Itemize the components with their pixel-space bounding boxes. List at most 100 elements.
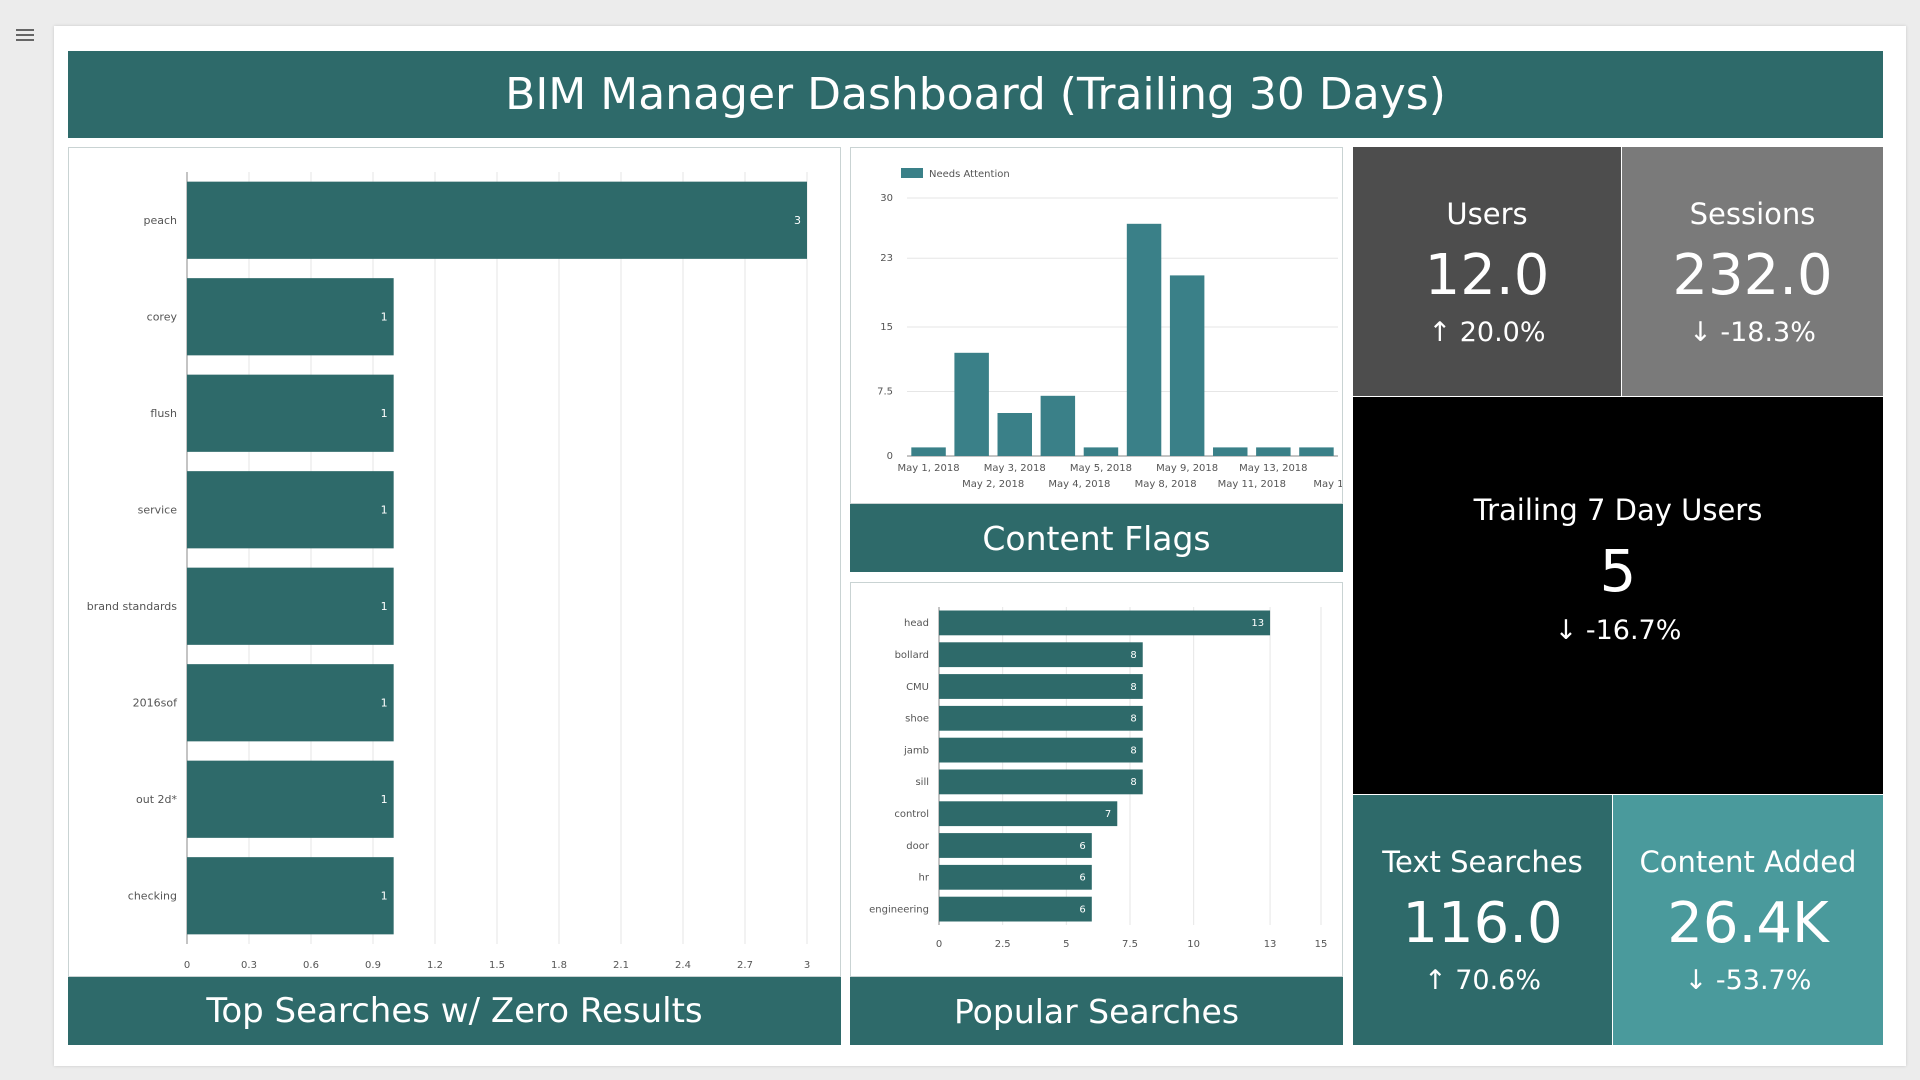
legend-label: Needs Attention bbox=[929, 169, 1010, 180]
x-tick-label: 2.7 bbox=[737, 960, 753, 971]
bar bbox=[939, 896, 1092, 922]
data-label: 1 bbox=[381, 310, 388, 323]
data-label: 1 bbox=[381, 889, 388, 902]
bar bbox=[939, 705, 1143, 731]
category-label: corey bbox=[147, 310, 178, 323]
content-flags-panel: 0 7.5 15 23 30 May 1, 2018 May 2, 2018 May 3, 2… bbox=[850, 147, 1343, 504]
sessions-label: Sessions bbox=[1689, 197, 1816, 231]
data-label: 8 bbox=[1130, 682, 1136, 693]
y-tick-label: 15 bbox=[880, 322, 893, 333]
x-tick-label: May 2, 2018 bbox=[962, 479, 1024, 490]
x-tick-label: 2.5 bbox=[995, 939, 1011, 950]
arrow-up-icon: ↑ bbox=[1424, 965, 1447, 996]
bar bbox=[997, 413, 1032, 456]
sessions-kpi: Sessions 232.0 ↓ -18.3% bbox=[1622, 147, 1883, 396]
zero-results-chart: 0 0.3 0.6 0.9 1.2 1.5 1.8 2.1 2.4 2.7 3 peach 3 corey… bbox=[87, 172, 810, 971]
bar bbox=[187, 857, 394, 935]
data-label: 8 bbox=[1130, 745, 1136, 756]
bar bbox=[954, 352, 989, 456]
content-added-delta: -53.7% bbox=[1715, 965, 1812, 996]
bar bbox=[1299, 447, 1334, 456]
sessions-value: 232.0 bbox=[1672, 243, 1833, 308]
x-tick-label: 1.2 bbox=[427, 960, 443, 971]
bar bbox=[939, 610, 1271, 636]
category-label: shoe bbox=[905, 714, 929, 725]
y-tick-label: 7.5 bbox=[877, 387, 893, 398]
popular-searches-title: Popular Searches bbox=[953, 991, 1240, 1031]
y-tick-label: 0 bbox=[887, 451, 893, 462]
text-searches-value: 116.0 bbox=[1402, 891, 1563, 956]
data-label: 1 bbox=[381, 793, 388, 806]
trailing-7-day-users-delta: -16.7% bbox=[1585, 615, 1682, 646]
text-searches-delta: 70.6% bbox=[1455, 965, 1541, 996]
data-label: 1 bbox=[381, 600, 388, 613]
x-tick-label: 1.8 bbox=[551, 960, 567, 971]
category-label: engineering bbox=[869, 904, 929, 915]
category-label: peach bbox=[143, 214, 177, 227]
x-tick-label: 7.5 bbox=[1122, 939, 1138, 950]
data-label: 13 bbox=[1251, 618, 1264, 629]
users-value: 12.0 bbox=[1424, 243, 1550, 308]
category-label: 2016sof bbox=[133, 696, 178, 709]
bar bbox=[1169, 275, 1205, 456]
bar bbox=[187, 760, 394, 838]
sessions-delta: -18.3% bbox=[1720, 317, 1816, 348]
y-tick-label: 30 bbox=[880, 193, 893, 204]
menu-icon[interactable] bbox=[12, 24, 38, 46]
zero-results-title: Top Searches w/ Zero Results bbox=[206, 991, 703, 1031]
category-label: jamb bbox=[903, 745, 929, 756]
x-tick-label: May 3, 2018 bbox=[984, 463, 1046, 474]
x-tick-label: May 9, 2018 bbox=[1156, 463, 1218, 474]
y-tick-label: 23 bbox=[880, 253, 893, 264]
trailing-7-day-users-value: 5 bbox=[1599, 537, 1637, 605]
trailing-7-day-users-kpi: Trailing 7 Day Users 5 ↓ -16.7% bbox=[1353, 397, 1883, 794]
content-added-label: Content Added bbox=[1639, 845, 1857, 879]
bar bbox=[187, 278, 394, 356]
popular-searches-title-bar: Popular Searches bbox=[850, 977, 1343, 1045]
category-label: out 2d* bbox=[136, 793, 177, 806]
bar bbox=[1256, 447, 1291, 456]
x-tick-label: 13 bbox=[1264, 939, 1277, 950]
text-searches-kpi: Text Searches 116.0 ↑ 70.6% bbox=[1353, 795, 1612, 1045]
bar bbox=[939, 674, 1143, 699]
bar bbox=[187, 664, 394, 742]
x-tick-label: 0 bbox=[936, 939, 942, 950]
data-label: 8 bbox=[1130, 777, 1136, 788]
category-label: service bbox=[138, 503, 178, 516]
bar bbox=[911, 447, 946, 456]
x-tick-label: May 14,... bbox=[1313, 479, 1342, 490]
bar bbox=[1083, 447, 1119, 456]
data-label: 1 bbox=[381, 407, 388, 420]
data-label: 3 bbox=[794, 214, 801, 227]
data-label: 6 bbox=[1079, 904, 1085, 915]
bar bbox=[939, 833, 1092, 858]
popular-searches-panel: 0 2.5 5 7.5 10 13 15 head 13 bollard 8 CMU 8 shoe 8 jam… bbox=[850, 582, 1343, 977]
users-kpi: Users 12.0 ↑ 20.0% bbox=[1353, 147, 1621, 396]
category-label: hr bbox=[919, 873, 930, 884]
x-tick-label: May 8, 2018 bbox=[1135, 479, 1197, 490]
bar bbox=[939, 864, 1092, 890]
data-label: 1 bbox=[381, 696, 388, 709]
x-tick-label: May 1, 2018 bbox=[898, 463, 960, 474]
arrow-up-icon: ↑ bbox=[1428, 317, 1452, 348]
popular-searches-chart: 0 2.5 5 7.5 10 13 15 head 13 bollard 8 CMU 8 shoe 8 jam… bbox=[869, 607, 1328, 950]
bar bbox=[187, 471, 394, 549]
x-tick-label: 0 bbox=[184, 960, 190, 971]
content-added-value: 26.4K bbox=[1667, 891, 1829, 956]
x-tick-label: 15 bbox=[1315, 939, 1328, 950]
x-tick-label: 2.1 bbox=[613, 960, 629, 971]
bar bbox=[1040, 395, 1076, 456]
x-tick-label: 3 bbox=[804, 960, 810, 971]
x-tick-label: 1.5 bbox=[489, 960, 505, 971]
content-added-kpi: Content Added 26.4K ↓ -53.7% bbox=[1613, 795, 1883, 1045]
data-label: 6 bbox=[1079, 841, 1085, 852]
bar bbox=[939, 769, 1143, 795]
x-tick-label: 0.6 bbox=[303, 960, 319, 971]
zero-results-title-bar: Top Searches w/ Zero Results bbox=[68, 977, 841, 1045]
zero-results-panel: 0 0.3 0.6 0.9 1.2 1.5 1.8 2.1 2.4 2.7 3 peach 3 corey… bbox=[68, 147, 841, 977]
x-tick-label: 5 bbox=[1063, 939, 1069, 950]
bar bbox=[187, 374, 394, 452]
bar bbox=[187, 567, 394, 645]
content-flags-title: Content Flags bbox=[982, 518, 1211, 558]
